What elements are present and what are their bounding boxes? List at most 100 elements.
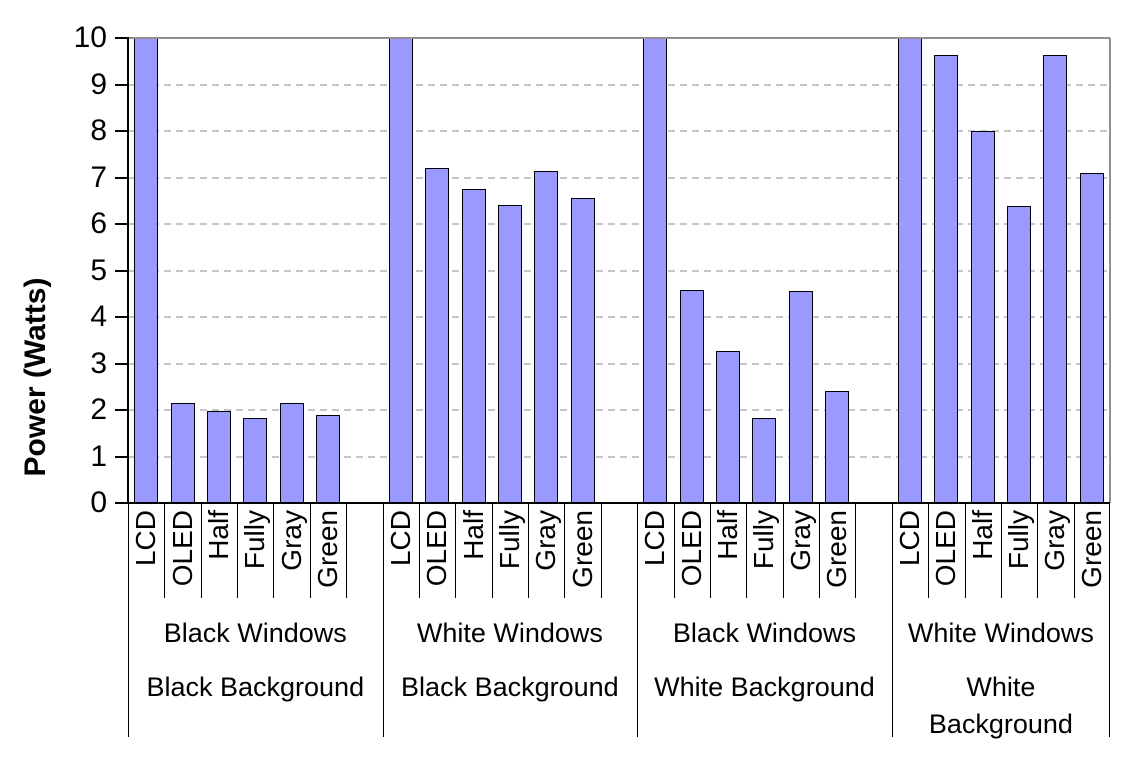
x-category-label: OLED xyxy=(421,510,453,587)
gridline xyxy=(128,362,1110,365)
y-tick-label: 10 xyxy=(73,21,107,54)
category-separator xyxy=(237,503,239,598)
x-category-label: Gray xyxy=(275,510,307,571)
category-separator xyxy=(200,503,202,598)
gridline xyxy=(128,455,1110,458)
y-tick-label: 0 xyxy=(90,486,107,519)
bar-g4-gray xyxy=(1043,55,1068,503)
group-separator xyxy=(128,503,129,737)
bar-g2-fully xyxy=(497,205,522,503)
gridline xyxy=(128,176,1110,179)
y-tick-label: 1 xyxy=(90,439,107,473)
x-category-label: Half xyxy=(712,510,744,560)
category-separator xyxy=(1000,503,1002,598)
bar-g4-half xyxy=(970,131,995,503)
bar-g3-gray xyxy=(788,291,813,503)
bar-g3-lcd xyxy=(643,38,668,503)
category-separator xyxy=(528,503,530,598)
y-tick-mark xyxy=(115,83,128,86)
bar-g2-green xyxy=(570,198,595,503)
bar-g2-gray xyxy=(534,171,559,503)
y-tick-label: 3 xyxy=(90,346,107,380)
bar-g1-gray xyxy=(279,403,304,503)
y-tick-mark xyxy=(115,37,128,39)
group-separator xyxy=(891,503,893,737)
x-category-label: Fully xyxy=(1003,510,1035,570)
bar-g3-fully xyxy=(752,417,777,503)
y-tick-label: 7 xyxy=(90,160,107,194)
bar-g4-lcd xyxy=(897,38,922,503)
bar-g3-oled xyxy=(679,290,704,503)
category-separator xyxy=(273,503,275,598)
gridline xyxy=(128,269,1110,272)
group-label-background: White Background xyxy=(654,672,875,702)
y-tick-label: 9 xyxy=(90,67,107,101)
plot-top-border xyxy=(128,37,1110,39)
category-separator xyxy=(600,503,602,598)
x-category-label: LCD xyxy=(639,510,671,567)
category-separator xyxy=(164,503,166,598)
y-axis-line xyxy=(127,37,129,504)
group-label-background: Black Background xyxy=(146,672,365,702)
x-category-label: Fully xyxy=(493,510,525,570)
x-category-label: LCD xyxy=(384,510,416,567)
group-label-windows: White Windows xyxy=(416,618,603,648)
x-axis-line xyxy=(127,502,1110,504)
y-tick-mark xyxy=(115,269,128,272)
group-separator xyxy=(637,503,639,737)
category-separator xyxy=(746,503,748,598)
x-category-label: OLED xyxy=(930,510,962,587)
x-category-label: Half xyxy=(457,510,489,560)
group-label-windows: Black Windows xyxy=(672,618,856,648)
x-category-label: OLED xyxy=(166,510,198,587)
bar-g2-lcd xyxy=(388,38,413,503)
y-tick-mark xyxy=(115,362,128,365)
category-separator xyxy=(346,503,348,598)
category-separator xyxy=(564,503,566,598)
plot-right-border xyxy=(1109,38,1111,503)
category-separator xyxy=(819,503,821,598)
bar-g2-half xyxy=(461,189,486,503)
category-separator xyxy=(855,503,857,598)
bar-g1-oled xyxy=(170,403,195,503)
x-category-label: Green xyxy=(566,510,598,588)
x-category-label: LCD xyxy=(893,510,925,567)
y-tick-mark xyxy=(115,223,128,225)
y-tick-mark xyxy=(115,316,128,318)
category-separator xyxy=(309,503,311,598)
category-separator xyxy=(782,503,784,598)
x-category-label: Gray xyxy=(530,510,562,571)
category-separator xyxy=(418,503,420,598)
bar-g3-half xyxy=(716,350,741,503)
category-separator xyxy=(673,503,675,598)
y-tick-mark xyxy=(115,455,128,458)
y-tick-label: 5 xyxy=(90,253,107,287)
x-category-label: Green xyxy=(1075,510,1107,588)
group-label-background: Background xyxy=(928,709,1073,739)
x-category-label: Green xyxy=(821,510,853,588)
y-tick-label: 4 xyxy=(90,300,107,333)
y-tick-label: 8 xyxy=(90,114,107,147)
bar-g1-half xyxy=(206,410,231,503)
x-category-label: Gray xyxy=(1039,510,1071,571)
category-separator xyxy=(455,503,457,598)
group-label-background: Black Background xyxy=(401,672,619,702)
category-separator xyxy=(1037,503,1039,598)
y-tick-mark xyxy=(115,409,128,411)
bar-g1-fully xyxy=(243,417,268,503)
bar-g4-green xyxy=(1079,172,1104,503)
gridline xyxy=(128,316,1110,318)
x-category-label: Half xyxy=(966,510,998,560)
category-separator xyxy=(1073,503,1075,598)
category-separator xyxy=(491,503,493,598)
y-tick-mark xyxy=(115,502,128,504)
gridline xyxy=(128,409,1110,411)
x-category-label: LCD xyxy=(130,510,162,567)
y-tick-label: 2 xyxy=(90,393,107,426)
bar-g3-green xyxy=(825,391,850,503)
category-separator xyxy=(964,503,966,598)
x-category-label: Half xyxy=(202,510,234,560)
group-label-windows: White Windows xyxy=(907,618,1094,648)
category-separator xyxy=(928,503,930,598)
group-label-windows: Black Windows xyxy=(163,618,347,648)
